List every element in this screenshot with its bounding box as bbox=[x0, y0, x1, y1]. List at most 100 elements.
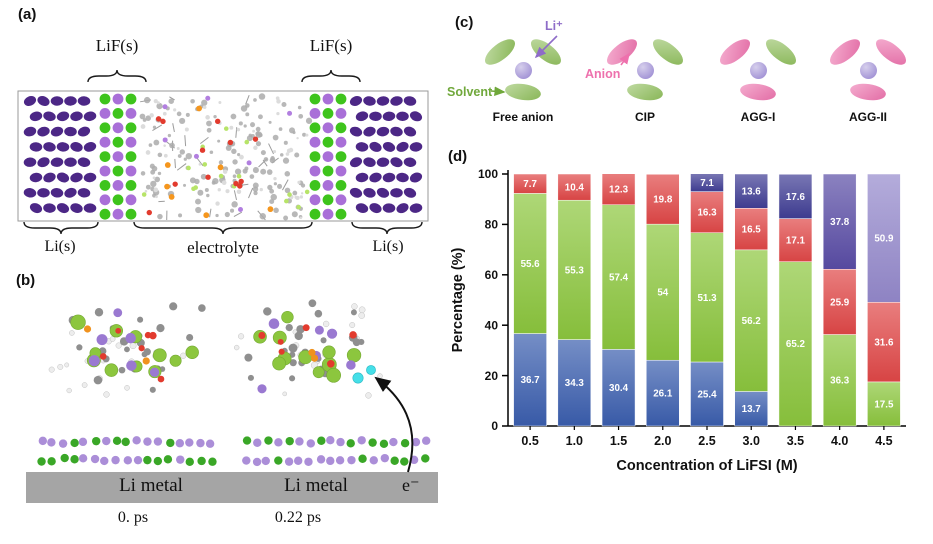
segment-agg-i bbox=[646, 174, 680, 225]
electrolyte-label: electrolyte bbox=[187, 238, 259, 257]
brace bbox=[23, 221, 99, 235]
segment-agg-i bbox=[513, 173, 547, 194]
segment-value: 12.3 bbox=[609, 185, 629, 196]
solvent-label: Solvent bbox=[447, 85, 493, 99]
species-group-name: AGG-II bbox=[849, 110, 887, 124]
lif-layer-left bbox=[99, 93, 137, 220]
y-axis-title: Percentage (%) bbox=[450, 247, 466, 352]
segment-value: 34.3 bbox=[565, 378, 585, 389]
segment-value: 13.7 bbox=[742, 404, 762, 415]
electrolyte-molecules bbox=[139, 93, 313, 221]
x-tick-label: 2.5 bbox=[698, 434, 715, 448]
segment-value: 50.9 bbox=[874, 234, 894, 245]
li-metal-right-label: Li metal bbox=[284, 475, 348, 496]
segment-cip bbox=[601, 204, 636, 350]
segment-value: 13.6 bbox=[742, 187, 762, 198]
panel-c: (c) Free anion CIP AGG-I AGG-II Li⁺ Solvent… bbox=[445, 6, 933, 146]
li-ion-sphere bbox=[636, 61, 654, 79]
electron-transfer-arrow bbox=[374, 376, 414, 473]
segment-value: 56.2 bbox=[742, 316, 762, 327]
segment-agg-i bbox=[601, 173, 636, 205]
stacked-bar-chart: 0 20 40 60 80 100 36.7 55.6 7.7 0.5 34.3 55.3 10.4 1.… bbox=[450, 167, 906, 474]
y-tick-label: 20 bbox=[485, 369, 499, 383]
segment-value: 26.1 bbox=[653, 389, 673, 400]
panel-d-label: (d) bbox=[448, 148, 468, 165]
y-tick-label: 40 bbox=[485, 318, 499, 332]
lif-right-label: LiF(s) bbox=[309, 36, 353, 55]
panel-a: (a) LiF(s) LiF(s) Li(s) electrolyte Li(s… bbox=[10, 6, 445, 264]
bar-0.5: 36.7 55.6 7.7 bbox=[513, 173, 547, 427]
lif-left-label: LiF(s) bbox=[95, 36, 139, 55]
segment-agg-i bbox=[557, 173, 592, 201]
li-slab-left bbox=[23, 95, 97, 214]
segment-value: 25.9 bbox=[830, 297, 850, 308]
segment-cip bbox=[867, 381, 901, 427]
segment-value: 36.3 bbox=[830, 376, 850, 387]
bar-1.5: 30.4 57.4 12.3 bbox=[601, 173, 636, 427]
bar-3.0: 13.7 56.2 16.5 13.6 bbox=[734, 173, 768, 427]
panel-a-label: (a) bbox=[18, 6, 37, 23]
species-group-1 bbox=[468, 30, 578, 110]
segment-agg-ii bbox=[690, 173, 724, 192]
brace bbox=[351, 221, 423, 235]
brace bbox=[133, 221, 313, 235]
electron-label: e⁻ bbox=[402, 475, 420, 495]
simulation-cell-graphic bbox=[17, 69, 429, 235]
segment-agg-ii bbox=[822, 173, 857, 270]
species-group-4 bbox=[813, 30, 923, 110]
x-axis-title: Concentration of LiFSI (M) bbox=[616, 458, 797, 474]
segment-free-anion bbox=[557, 339, 592, 427]
x-tick-label: 3.5 bbox=[787, 434, 804, 448]
y-tick-label: 60 bbox=[485, 268, 499, 282]
species-legend: Free anion CIP AGG-I AGG-II bbox=[445, 6, 933, 146]
segment-value: 17.1 bbox=[786, 236, 806, 247]
panel-d: (d) 0 20 40 60 80 100 36.7 55.6 7.7 0.5 34.3 55.3 10… bbox=[446, 146, 933, 542]
segment-free-anion bbox=[601, 349, 636, 427]
panel-c-label: (c) bbox=[455, 14, 474, 31]
segment-cip bbox=[557, 199, 592, 340]
segment-value: 10.4 bbox=[565, 183, 585, 194]
segment-agg-ii bbox=[778, 174, 813, 219]
segment-cip bbox=[734, 249, 768, 392]
segment-agg-i bbox=[867, 302, 901, 383]
segment-value: 25.4 bbox=[697, 389, 717, 400]
anion-arrow bbox=[619, 52, 630, 66]
x-tick-label: 1.5 bbox=[610, 434, 627, 448]
segment-value: 55.6 bbox=[521, 259, 541, 270]
segment-agg-ii bbox=[867, 173, 901, 303]
segment-value: 16.3 bbox=[697, 208, 717, 219]
species-group-name: Free anion bbox=[492, 110, 554, 124]
snapshot-022ps-molecules bbox=[233, 299, 383, 399]
li-ion-label: Li⁺ bbox=[545, 19, 563, 33]
li-metal-left-label: Li metal bbox=[119, 475, 183, 496]
segment-cip bbox=[513, 193, 547, 334]
x-tick-label: 4.5 bbox=[875, 434, 892, 448]
segment-value: 51.3 bbox=[697, 293, 717, 304]
species-group-2 bbox=[590, 30, 700, 110]
reduced-li-atoms bbox=[352, 365, 376, 384]
li-ion-sphere bbox=[749, 61, 767, 79]
segment-value: 37.8 bbox=[830, 217, 850, 228]
x-tick-label: 3.0 bbox=[743, 434, 760, 448]
segment-value: 17.6 bbox=[786, 192, 806, 203]
species-group-name: CIP bbox=[634, 110, 655, 124]
segment-agg-i bbox=[778, 218, 813, 262]
x-tick-label: 4.0 bbox=[831, 434, 848, 448]
bar-2.5: 25.4 51.3 16.3 7.1 bbox=[690, 173, 724, 427]
li-lattice-right bbox=[242, 435, 431, 467]
time-right-label: 0.22 ps bbox=[274, 509, 322, 526]
li-lattice-left bbox=[37, 436, 217, 467]
segment-value: 57.4 bbox=[609, 272, 629, 283]
x-tick-label: 1.0 bbox=[566, 434, 583, 448]
legend-arrows bbox=[490, 35, 630, 97]
time-left-label: 0. ps bbox=[117, 509, 149, 526]
segment-value: 16.5 bbox=[742, 224, 762, 235]
species-group-name: AGG-I bbox=[740, 110, 776, 124]
brace bbox=[87, 69, 147, 83]
segment-value: 30.4 bbox=[609, 383, 629, 394]
segment-cip bbox=[822, 334, 857, 427]
species-group-3 bbox=[703, 30, 813, 110]
x-tick-label: 2.0 bbox=[654, 434, 671, 448]
y-tick-label: 100 bbox=[478, 167, 498, 181]
segment-cip bbox=[646, 223, 680, 361]
